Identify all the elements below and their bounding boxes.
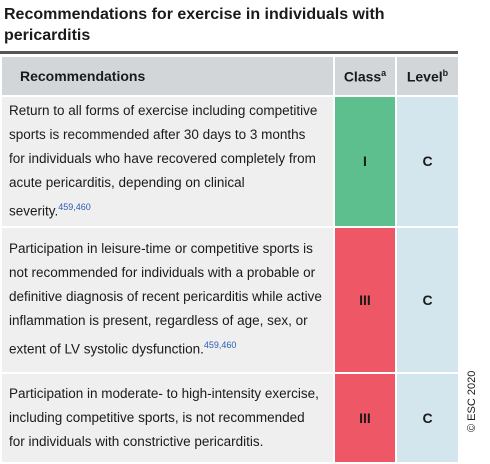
class-cell: III <box>333 371 397 464</box>
table-row: Return to all forms of exercise includin… <box>0 95 460 228</box>
level-value: C <box>422 153 433 170</box>
level-value: C <box>422 291 433 308</box>
page: Recommendations for exercise in individu… <box>0 6 478 464</box>
reference: 459,460 <box>203 340 237 351</box>
recommendation-text: Participation in moderate- to high-inten… <box>9 385 319 449</box>
recommendation-cell: Participation in leisure-time or competi… <box>0 225 335 374</box>
copyright: © ESC 2020 <box>466 370 478 432</box>
header-cell: Recommendations <box>0 55 335 97</box>
level-cell: C <box>395 95 460 228</box>
recommendation-cell: Participation in moderate- to high-inten… <box>0 371 335 464</box>
recommendation-cell: Return to all forms of exercise includin… <box>0 95 335 228</box>
table-title: Recommendations for exercise in individu… <box>4 6 385 44</box>
class-cell: I <box>333 95 397 228</box>
recommendation-text: Return to all forms of exercise includin… <box>9 103 318 219</box>
footnote-mark: b <box>442 67 449 78</box>
recommendation-text: Participation in leisure-time or competi… <box>9 241 322 357</box>
table-body: Return to all forms of exercise includin… <box>0 95 460 464</box>
table-row: Participation in leisure-time or competi… <box>0 225 460 374</box>
level-cell: C <box>395 225 460 374</box>
recommendations-table: Recommendations Classa Levelb Return to … <box>0 55 460 464</box>
header-text: Recommendations <box>20 68 146 84</box>
class-value: III <box>359 291 371 308</box>
level-cell: C <box>395 371 460 464</box>
header-text: Class <box>343 68 382 85</box>
class-value: I <box>363 153 367 170</box>
header-cell: Classa <box>333 55 397 97</box>
header-cell: Levelb <box>395 55 460 97</box>
class-value: III <box>359 409 371 426</box>
header-row: Recommendations Classa Levelb <box>0 55 460 97</box>
level-value: C <box>422 409 433 426</box>
table-row: Participation in moderate- to high-inten… <box>0 371 460 464</box>
header-text: Level <box>406 68 443 85</box>
class-cell: III <box>333 225 397 374</box>
reference: 459,460 <box>58 202 91 212</box>
footnote-mark: a <box>381 67 387 78</box>
title-rule <box>0 51 458 54</box>
